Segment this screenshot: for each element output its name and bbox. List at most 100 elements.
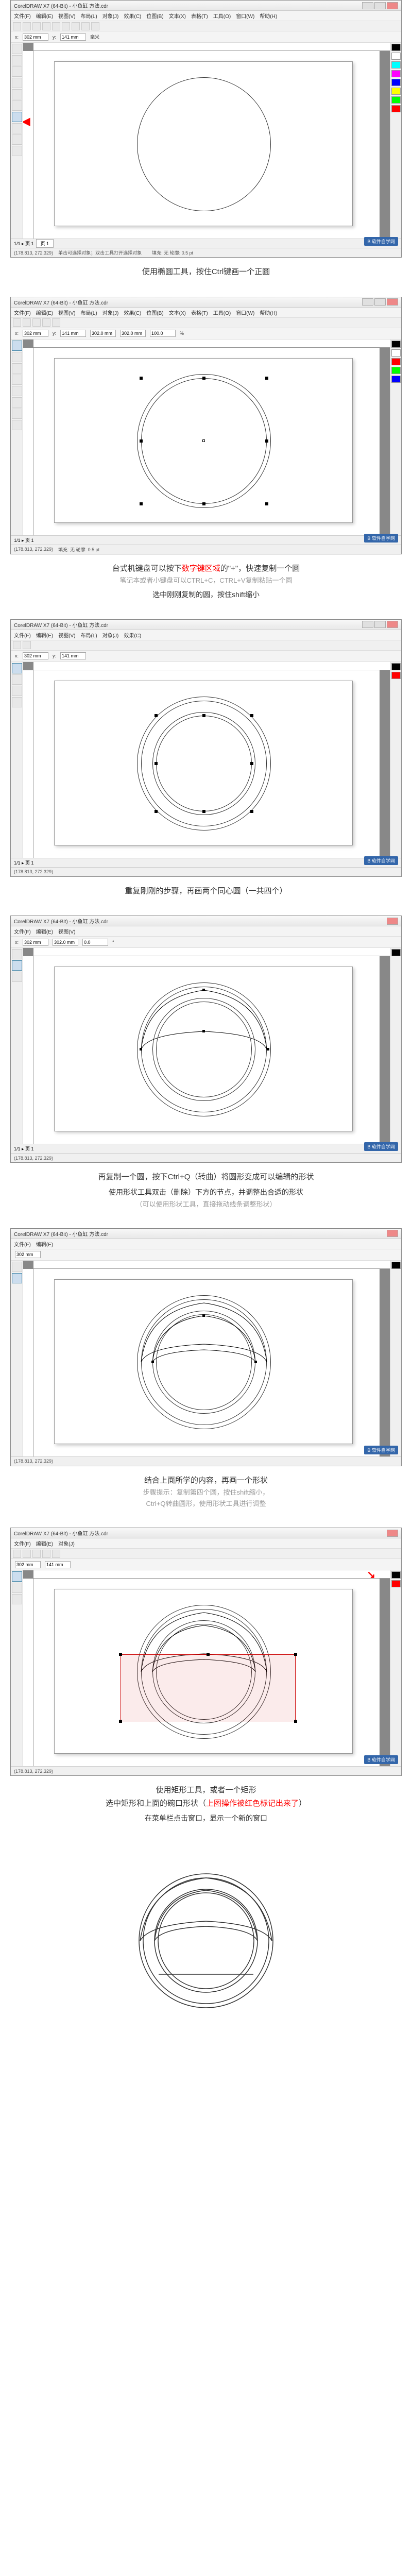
copy-button[interactable] — [62, 22, 70, 30]
redo-button[interactable] — [91, 22, 99, 30]
w-input[interactable] — [53, 939, 78, 946]
save-button[interactable] — [32, 318, 41, 327]
x-input[interactable] — [23, 652, 48, 659]
selection-handle[interactable] — [140, 439, 143, 443]
selection-handle[interactable] — [265, 439, 268, 443]
menu-bitmap[interactable]: 位图(B) — [146, 12, 163, 20]
undo-button[interactable] — [81, 22, 90, 30]
edit-node[interactable] — [202, 1314, 205, 1317]
selection-handle[interactable] — [265, 502, 268, 505]
swatch[interactable] — [391, 1571, 401, 1579]
swatch[interactable] — [391, 349, 401, 357]
redo-button[interactable] — [52, 318, 60, 327]
swatch[interactable] — [391, 376, 401, 383]
save-button[interactable] — [23, 1550, 31, 1558]
swatch[interactable] — [391, 672, 401, 679]
x-input[interactable] — [15, 1251, 41, 1258]
swatch[interactable] — [391, 79, 401, 86]
scale-x-input[interactable] — [150, 330, 176, 337]
menu-text[interactable]: 文本(X) — [169, 12, 186, 20]
text-tool[interactable] — [12, 420, 22, 430]
zoom-tool[interactable] — [12, 375, 22, 385]
crop-tool[interactable] — [12, 66, 22, 77]
shape-tool[interactable] — [12, 674, 22, 685]
close-button[interactable] — [387, 2, 398, 9]
open-button[interactable] — [23, 22, 31, 30]
selection-handle[interactable] — [207, 1653, 210, 1656]
maximize-button[interactable] — [374, 621, 386, 628]
ellipse-tool[interactable] — [12, 686, 22, 696]
y-input[interactable] — [60, 33, 86, 41]
print-button[interactable] — [42, 22, 50, 30]
close-button[interactable] — [387, 1230, 398, 1237]
rectangle-tool[interactable] — [12, 100, 22, 111]
swatch[interactable] — [391, 1262, 401, 1269]
ellipse-tool[interactable] — [12, 409, 22, 419]
new-button[interactable] — [13, 1550, 21, 1558]
swatch[interactable] — [391, 105, 401, 112]
swatch[interactable] — [391, 367, 401, 374]
edit-node[interactable] — [254, 1361, 257, 1363]
save-button[interactable] — [32, 22, 41, 30]
menu-file[interactable]: 文件(F) — [14, 12, 31, 20]
close-button[interactable] — [387, 918, 398, 925]
swatch[interactable] — [391, 96, 401, 104]
selection-handle[interactable] — [250, 810, 253, 813]
y-input[interactable] — [60, 652, 86, 659]
minimize-button[interactable] — [362, 2, 373, 9]
w-input[interactable] — [90, 330, 116, 337]
pick-tool[interactable] — [12, 44, 22, 54]
rectangle-tool[interactable] — [12, 1594, 22, 1604]
close-button[interactable] — [387, 298, 398, 306]
ellipse-tool[interactable] — [12, 112, 22, 122]
swatch[interactable] — [391, 88, 401, 95]
x-input[interactable] — [23, 330, 48, 337]
shape-tool[interactable] — [12, 1583, 22, 1593]
zoom-tool[interactable] — [12, 78, 22, 88]
bowl-curve[interactable] — [137, 982, 271, 1116]
shape-tool[interactable] — [12, 1273, 22, 1283]
menu-layout[interactable]: 布局(L) — [80, 12, 97, 20]
y-input[interactable] — [45, 1561, 71, 1568]
selection-handle[interactable] — [154, 714, 158, 717]
combine-button[interactable] — [32, 1550, 41, 1558]
y-input[interactable] — [60, 330, 86, 337]
minimize-button[interactable] — [362, 621, 373, 628]
selection-handle[interactable] — [202, 502, 205, 505]
canvas[interactable] — [33, 670, 380, 858]
maximize-button[interactable] — [374, 2, 386, 9]
x-input[interactable] — [15, 1561, 41, 1568]
text-tool[interactable] — [12, 134, 22, 145]
menu-tools[interactable]: 工具(O) — [213, 12, 231, 20]
canvas[interactable] — [33, 51, 380, 239]
circle-4-selected[interactable] — [156, 716, 252, 811]
menu-object[interactable]: 对象(J) — [102, 12, 119, 20]
selection-handle[interactable] — [265, 377, 268, 380]
swatch[interactable] — [391, 341, 401, 348]
selection-handle[interactable] — [119, 1653, 122, 1656]
minimize-button[interactable] — [362, 298, 373, 306]
swatch[interactable] — [391, 70, 401, 77]
menu-view[interactable]: 视图(V) — [58, 12, 75, 20]
canvas[interactable] — [33, 1579, 380, 1766]
freehand-tool[interactable] — [12, 386, 22, 396]
pick-tool[interactable] — [12, 949, 22, 959]
selection-handle[interactable] — [202, 377, 205, 380]
fill-tool[interactable] — [12, 146, 22, 156]
polygon-tool[interactable] — [12, 123, 22, 133]
edit-node[interactable] — [202, 1030, 205, 1032]
paste-button[interactable] — [72, 22, 80, 30]
close-button[interactable] — [387, 621, 398, 628]
selection-handle[interactable] — [154, 810, 158, 813]
selection-handle[interactable] — [140, 502, 143, 505]
cut-button[interactable] — [52, 22, 60, 30]
edit-node[interactable] — [267, 1048, 269, 1050]
undo-button[interactable] — [42, 318, 50, 327]
trim-button[interactable] — [52, 1550, 60, 1558]
swatch[interactable] — [391, 358, 401, 365]
weld-button[interactable] — [42, 1550, 50, 1558]
selection-handle[interactable] — [119, 1720, 122, 1723]
selection-handle[interactable] — [250, 714, 253, 717]
crop-tool[interactable] — [12, 363, 22, 374]
pick-tool[interactable] — [12, 1571, 22, 1582]
